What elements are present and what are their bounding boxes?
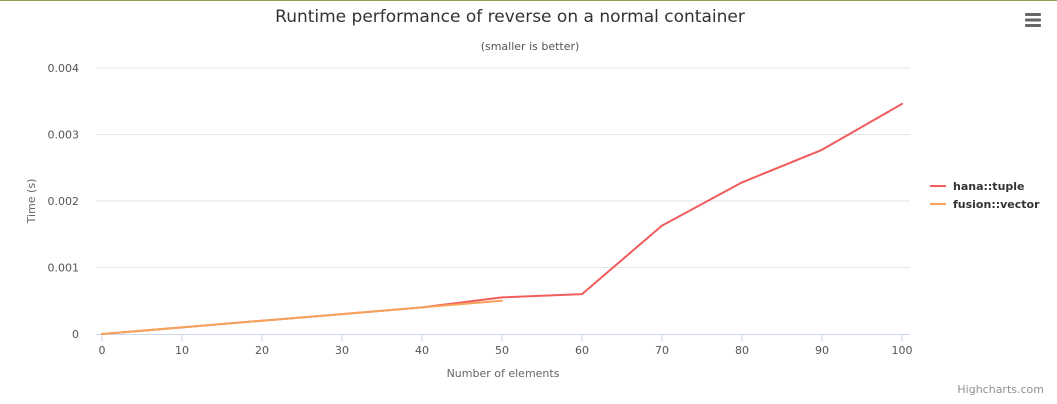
x-tick-label: 10 (175, 344, 189, 357)
chart-title: Runtime performance of reverse on a norm… (275, 7, 745, 27)
x-tick-label: 40 (415, 344, 429, 357)
series-line[interactable] (101, 299, 503, 335)
y-axis: 0 0.001 0.002 0.003 0.004 (48, 62, 80, 341)
legend-item[interactable]: hana::tuple (930, 180, 1025, 193)
x-tick-label: 20 (255, 344, 269, 357)
credits-link[interactable]: Highcharts.com (957, 383, 1044, 396)
y-tick-label: 0.002 (48, 195, 80, 208)
x-tick-label: 70 (655, 344, 669, 357)
chart-subtitle: (smaller is better) (481, 40, 580, 53)
hamburger-menu-icon (1025, 13, 1041, 27)
legend-item[interactable]: fusion::vector (930, 198, 1040, 211)
x-tick-label: 0 (99, 344, 106, 357)
gridlines (96, 67, 910, 268)
y-tick-label: 0.003 (48, 129, 80, 142)
x-tick-label: 90 (815, 344, 829, 357)
x-tick-label: 30 (335, 344, 349, 357)
x-axis: 0 10 20 30 40 50 60 70 80 90 100 (96, 334, 913, 357)
legend-label: hana::tuple (953, 180, 1025, 193)
x-tick-label: 80 (735, 344, 749, 357)
y-tick-label: 0 (72, 328, 79, 341)
series-layer (99, 102, 903, 337)
x-tick-label: 60 (575, 344, 589, 357)
x-axis-title: Number of elements (447, 367, 560, 380)
series-1[interactable] (99, 298, 505, 337)
y-axis-title: Time (s) (25, 179, 38, 225)
legend-label: fusion::vector (953, 198, 1040, 211)
x-tick-label: 100 (892, 344, 913, 357)
y-tick-label: 0.001 (48, 262, 80, 275)
x-tick-label: 50 (495, 344, 509, 357)
menu-button[interactable] (1022, 11, 1044, 29)
top-border (0, 0, 1057, 1)
y-tick-label: 0.004 (48, 62, 80, 75)
